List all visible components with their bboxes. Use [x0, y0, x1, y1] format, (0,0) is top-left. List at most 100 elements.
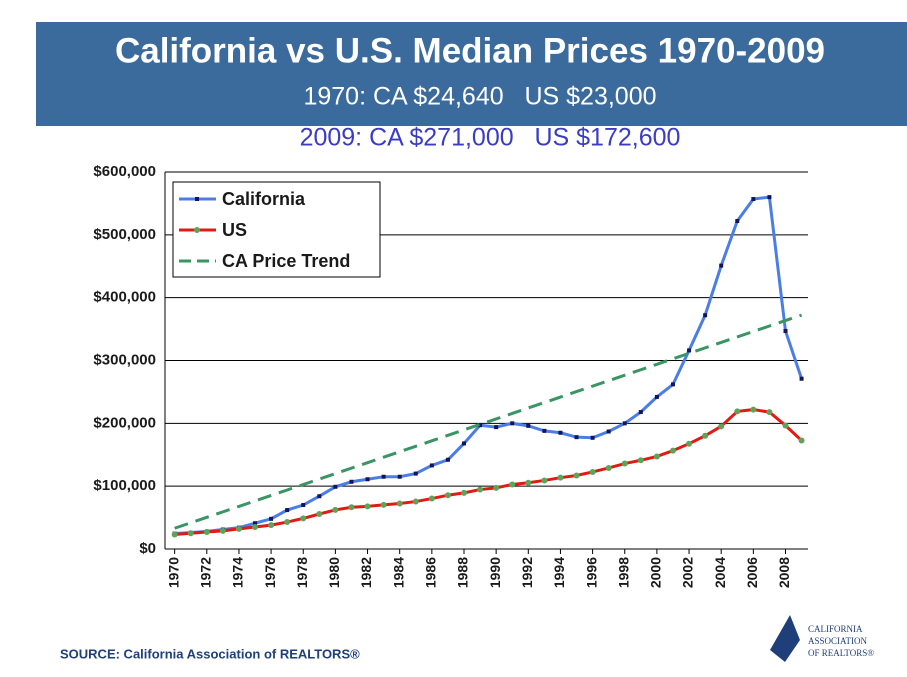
y-tick-label: $500,000	[93, 226, 156, 243]
point	[332, 506, 339, 513]
point	[444, 492, 451, 499]
y-tick-label: $0	[139, 540, 156, 557]
point	[718, 423, 725, 430]
point	[637, 457, 644, 464]
point	[574, 435, 579, 440]
x-tick-label: 1986	[423, 557, 439, 588]
point	[510, 421, 515, 426]
point	[461, 441, 466, 446]
x-tick-label: 1980	[326, 557, 342, 588]
y-tick-label: $200,000	[93, 414, 156, 431]
x-tick-label: 1996	[583, 557, 599, 588]
point	[526, 423, 531, 428]
point	[380, 501, 387, 508]
y-tick-label: $300,000	[93, 351, 156, 368]
point	[782, 422, 789, 429]
point	[589, 468, 596, 475]
x-tick-label: 1990	[487, 557, 503, 588]
point	[606, 429, 611, 434]
point	[799, 376, 804, 381]
x-tick-label: 2006	[744, 557, 760, 588]
point	[767, 195, 772, 200]
x-tick-label: 2002	[680, 557, 696, 588]
point	[316, 511, 323, 518]
point	[734, 408, 741, 415]
point	[750, 406, 757, 413]
x-tick-label: 1978	[294, 557, 310, 588]
point	[686, 440, 693, 447]
x-tick-label: 1984	[390, 557, 406, 588]
x-tick-label: 1998	[615, 557, 631, 588]
point	[605, 464, 612, 471]
legend-marker	[195, 197, 199, 201]
x-tick-label: 1972	[197, 557, 213, 588]
logo-text: ASSOCIATION	[808, 636, 868, 646]
point	[268, 522, 275, 529]
header-band	[36, 22, 907, 126]
point	[702, 432, 709, 439]
point	[348, 504, 355, 511]
legend-marker	[194, 227, 200, 233]
point	[558, 430, 563, 435]
point	[364, 503, 371, 510]
point	[253, 521, 258, 526]
legend-label: US	[222, 220, 247, 240]
y-tick-label: $600,000	[93, 163, 156, 180]
point	[365, 477, 370, 482]
point	[284, 519, 291, 526]
point	[477, 486, 484, 493]
subtitle: 2009: CA $271,000 US $172,600	[300, 124, 681, 152]
point	[171, 531, 178, 538]
subtitle: 1970: CA $24,640 US $23,000	[303, 83, 656, 111]
x-tick-label: 1982	[358, 557, 374, 588]
point	[669, 447, 676, 454]
point	[203, 529, 210, 536]
x-tick-label: 1992	[519, 557, 535, 588]
x-tick-label: 1994	[551, 557, 567, 588]
point	[494, 425, 499, 430]
point	[590, 435, 595, 440]
point	[429, 463, 434, 468]
point	[397, 474, 402, 479]
point	[719, 263, 724, 268]
point	[541, 477, 548, 484]
point	[301, 503, 306, 508]
point	[493, 484, 500, 491]
point	[573, 472, 580, 479]
x-tick-label: 1970	[165, 557, 181, 588]
x-tick-label: 2008	[776, 557, 792, 588]
logo-icon	[770, 615, 800, 662]
point	[285, 508, 290, 513]
point	[269, 516, 274, 521]
y-tick-label: $400,000	[93, 289, 156, 306]
series-line	[174, 195, 803, 536]
chart-title: California vs U.S. Median Prices 1970-20…	[115, 31, 825, 70]
x-tick-label: 2004	[712, 557, 728, 588]
point	[557, 474, 564, 481]
point	[687, 348, 692, 353]
point	[252, 524, 259, 531]
point	[638, 410, 643, 415]
point	[317, 494, 322, 499]
legend-label: California	[222, 189, 306, 209]
logo: CALIFORNIA ASSOCIATION OF REALTORS®	[770, 615, 874, 662]
point	[349, 479, 354, 484]
point	[766, 409, 773, 416]
point	[460, 489, 467, 496]
point	[670, 382, 675, 387]
point	[235, 525, 242, 532]
x-tick-label: 2000	[648, 557, 664, 588]
point	[735, 219, 740, 224]
point	[333, 484, 338, 489]
x-tick-label: 1988	[455, 557, 471, 588]
point	[622, 421, 627, 426]
series-line	[174, 408, 803, 537]
point	[445, 457, 450, 462]
point	[703, 313, 708, 318]
x-tick-label: 1974	[230, 557, 246, 588]
point	[412, 498, 419, 505]
point	[428, 495, 435, 502]
legend: California US CA Price Trend	[172, 181, 381, 278]
point	[542, 428, 547, 433]
